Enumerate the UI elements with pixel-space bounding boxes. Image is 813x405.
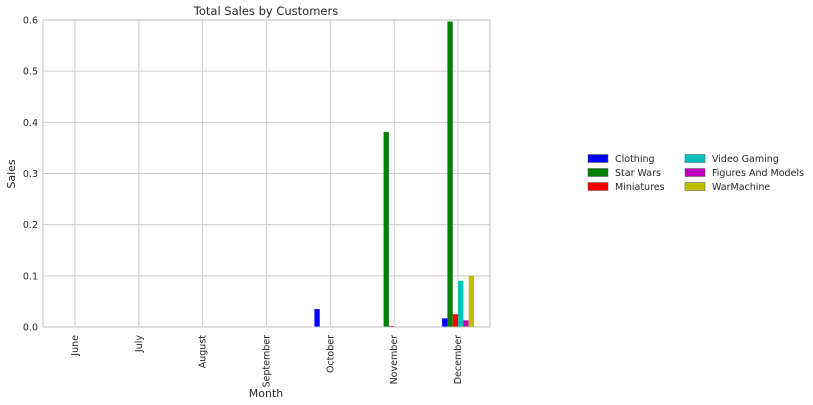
y-axis-ticks: 0.0 0.1 0.2 0.3 0.4 0.5 0.6 [23,16,38,334]
legend-swatch [684,168,706,177]
bar [458,280,464,327]
y-tick-label: 0.2 [23,220,38,231]
legend: Clothing Star Wars Miniatures Video Gaming F… [587,154,804,193]
y-axis-label: Sales [5,159,18,189]
plot-frame [42,19,491,328]
legend-swatch [684,154,706,163]
x-tick-label: December [453,335,464,384]
x-tick-label: August [198,335,209,369]
y-tick-label: 0.1 [23,271,38,282]
legend-swatch [587,168,609,177]
grid [43,19,490,328]
x-tick-label: September [262,335,273,388]
x-tick-label: October [325,335,336,373]
legend-label: Star Wars [615,168,661,179]
bars [314,21,475,327]
x-axis-ticks: June July August September October November De… [70,335,464,388]
bar [463,320,469,327]
legend-swatch [587,154,609,163]
x-tick-label: June [70,335,81,357]
bar [388,325,395,327]
legend-swatch [684,182,706,191]
y-tick-label: 0.3 [23,169,38,180]
chart-title: Total Sales by Customers [193,4,338,18]
x-tick-label: November [389,335,400,385]
x-axis-label: Month [249,387,284,400]
x-tick-label: July [134,335,145,353]
legend-label: WarMachine [712,182,770,193]
bar [468,275,475,327]
legend-label: Figures And Models [712,168,804,179]
bar [447,21,453,327]
legend-label: Miniatures [615,182,665,193]
y-tick-label: 0.4 [23,118,38,129]
y-tick-label: 0.0 [23,323,38,334]
y-tick-label: 0.6 [23,16,38,27]
bar [452,314,459,327]
bar [442,318,448,327]
bar [383,132,389,327]
legend-label: Video Gaming [712,154,779,165]
y-tick-label: 0.5 [23,67,38,78]
legend-label: Clothing [615,154,655,165]
legend-swatch [587,182,609,191]
bar [314,309,320,327]
